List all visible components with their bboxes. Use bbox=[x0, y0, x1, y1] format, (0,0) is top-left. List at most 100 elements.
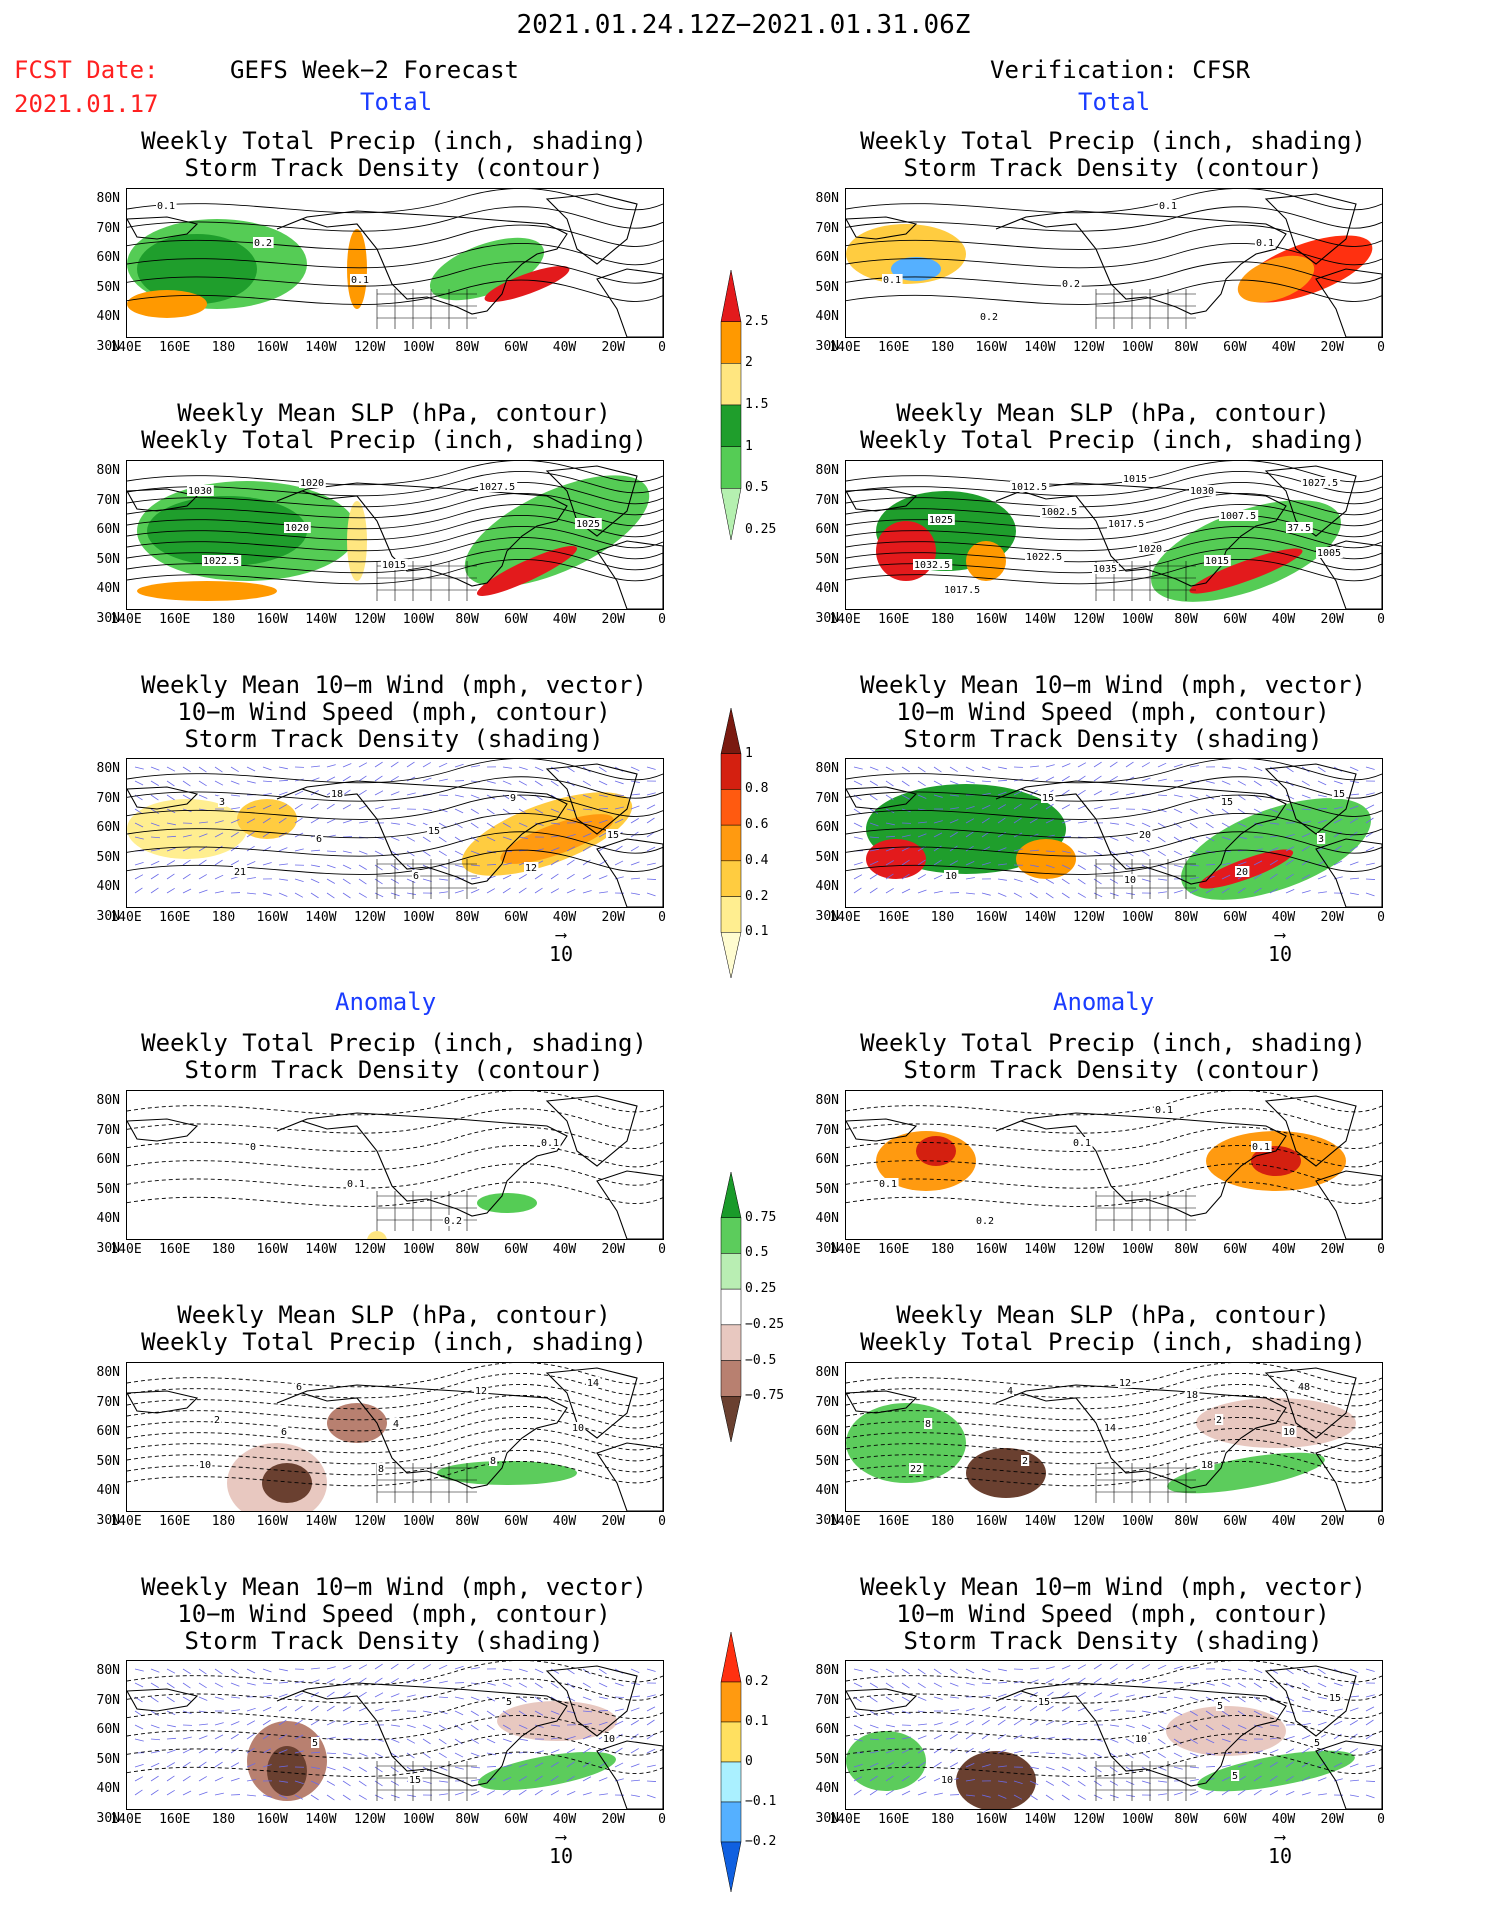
lon-tick: 100W bbox=[402, 1514, 435, 1529]
wind-vector bbox=[598, 1682, 608, 1688]
wind-vector bbox=[182, 1775, 191, 1782]
wind-vector bbox=[981, 766, 991, 771]
wind-vector bbox=[614, 780, 624, 785]
shading-region bbox=[1151, 500, 1341, 602]
wind-vector bbox=[502, 822, 512, 828]
wind-vector bbox=[1301, 780, 1310, 786]
lon-tick: 180 bbox=[930, 910, 955, 925]
wind-vector bbox=[342, 1677, 351, 1684]
contour-label: 9 bbox=[510, 793, 516, 804]
lon-tick: 100W bbox=[1121, 1242, 1154, 1257]
wind-vector bbox=[374, 850, 384, 856]
contour-label-bg bbox=[1072, 1137, 1093, 1148]
wind-vector bbox=[1301, 1682, 1310, 1688]
fcst-date-value: 2021.01.17 bbox=[14, 90, 159, 118]
wind-vector bbox=[470, 1667, 480, 1670]
wind-vector bbox=[1333, 806, 1343, 810]
contour-label-bg bbox=[412, 870, 421, 881]
wind-vector bbox=[1269, 1775, 1278, 1782]
contour-label: 21 bbox=[234, 867, 246, 878]
contour-label: 1015 bbox=[1123, 474, 1147, 485]
wind-vector bbox=[1013, 1692, 1023, 1698]
wind-vector bbox=[1269, 1710, 1279, 1715]
contour-label-bg bbox=[213, 1414, 222, 1425]
wind-vector bbox=[1013, 1680, 1023, 1684]
contour-label: 10 bbox=[1135, 1734, 1147, 1745]
lat-tick: 30N bbox=[96, 1512, 120, 1528]
coastline bbox=[276, 1112, 568, 1217]
wind-vector bbox=[182, 1748, 192, 1754]
lon-tick: 140E bbox=[110, 340, 142, 355]
lat-tick: 50N bbox=[815, 1751, 839, 1767]
wind-vector bbox=[1253, 1724, 1263, 1728]
colorbar-label: −0.1 bbox=[745, 1794, 777, 1809]
panel-title-line: Weekly Mean SLP (hPa, contour) bbox=[177, 1301, 611, 1329]
wind-vector bbox=[1269, 1724, 1279, 1727]
wind-vector bbox=[294, 848, 304, 852]
wind-vector bbox=[166, 1737, 177, 1740]
lon-tick: 20W bbox=[601, 910, 625, 925]
lon-tick: 160W bbox=[256, 340, 288, 355]
contour-label: 2 bbox=[1022, 1456, 1028, 1467]
wind-vector bbox=[550, 1724, 560, 1727]
colorbar-segment bbox=[720, 1288, 742, 1326]
wind-vector bbox=[1189, 864, 1199, 867]
wind-vector bbox=[933, 874, 943, 880]
lon-tick: 140W bbox=[305, 1514, 337, 1529]
wind-vector bbox=[1109, 850, 1118, 857]
wind-vector bbox=[1301, 1722, 1311, 1726]
wind-vector bbox=[1125, 1694, 1135, 1698]
coastline bbox=[1315, 1442, 1382, 1511]
wind-vector bbox=[358, 1664, 368, 1670]
wind-vector bbox=[294, 892, 304, 898]
wind-vector bbox=[230, 1696, 240, 1699]
wind-vector bbox=[949, 831, 958, 838]
wind-vector bbox=[1173, 1696, 1183, 1700]
contour-label: 20 bbox=[1139, 830, 1151, 841]
wind-vector bbox=[1029, 833, 1039, 838]
wind-vector bbox=[422, 850, 431, 857]
wind-vector bbox=[1253, 860, 1263, 866]
wind-vector bbox=[374, 892, 384, 898]
wind-vector bbox=[885, 873, 894, 880]
wind-vector bbox=[1237, 780, 1247, 786]
wind-vector bbox=[230, 1682, 240, 1687]
wind-vector bbox=[885, 1737, 896, 1740]
wind-vector bbox=[1141, 777, 1151, 782]
wind-vector bbox=[1141, 1780, 1151, 1784]
wind-vector bbox=[997, 1780, 1007, 1783]
lon-tick: 80W bbox=[455, 1812, 479, 1827]
wind-vector bbox=[550, 766, 560, 772]
wind-vector bbox=[933, 1761, 942, 1768]
colorbar-label: 1 bbox=[745, 745, 753, 761]
wind-vector bbox=[406, 761, 415, 768]
wind-vector bbox=[1269, 1668, 1279, 1674]
wind-vector bbox=[534, 873, 543, 880]
wind-vector bbox=[374, 1677, 383, 1684]
wind-vector bbox=[150, 1724, 160, 1729]
lon-tick: 100W bbox=[402, 612, 435, 627]
lon-tick: 20W bbox=[601, 1514, 625, 1529]
wind-vector bbox=[1189, 794, 1199, 799]
wind-vector bbox=[1285, 888, 1295, 894]
wind-vector bbox=[1029, 892, 1038, 899]
wind-vector bbox=[166, 887, 175, 894]
wind-vector bbox=[1045, 1666, 1055, 1670]
wind-vector bbox=[917, 1723, 927, 1726]
wind-vector bbox=[1077, 1766, 1086, 1772]
wind-vector bbox=[1125, 792, 1135, 796]
lat-tick: 80N bbox=[96, 761, 120, 776]
wind-vector bbox=[630, 1668, 640, 1673]
wind-vector bbox=[1253, 1750, 1263, 1754]
wind-vector bbox=[166, 1749, 176, 1754]
lat-tick: 80N bbox=[815, 1365, 839, 1380]
wind-vector bbox=[470, 876, 480, 880]
lon-tick: 0 bbox=[658, 1242, 666, 1257]
colorbar-segment bbox=[720, 1172, 742, 1218]
wind-vector bbox=[390, 836, 400, 841]
wind-vector bbox=[1109, 1663, 1118, 1670]
wind-vector bbox=[1301, 808, 1311, 811]
contour-label: 1025 bbox=[576, 519, 600, 530]
wind-vector bbox=[326, 764, 336, 768]
contour-label: 10 bbox=[603, 1734, 615, 1745]
